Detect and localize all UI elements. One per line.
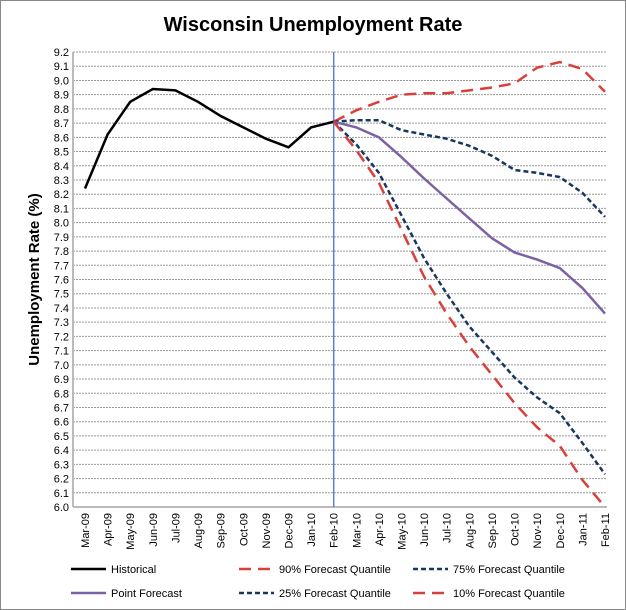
legend-label: 10% Forecast Quantile [453,588,565,600]
y-tick-label: 7.5 [54,289,69,301]
y-tick-label: 6.6 [54,417,69,429]
legend-label: 75% Forecast Quantile [453,564,565,576]
legend-label: Historical [111,564,156,576]
x-tick-label: Feb-11 [600,513,612,547]
y-tick-label: 6.3 [54,459,69,471]
x-tick-label: Jun-10 [419,513,431,547]
x-tick-label: Dec-09 [283,513,295,548]
x-tick-label: Sep-10 [487,513,499,548]
x-tick-label: May-10 [397,513,409,550]
x-tick-label: Mar-09 [80,513,92,548]
y-tick-label: 9.0 [54,75,69,87]
x-tick-label: Jul-09 [170,513,182,543]
y-tick-label: 9.1 [54,61,69,73]
legend-label: 90% Forecast Quantile [279,564,391,576]
series-line-10-forecast-quantile [332,120,606,508]
x-tick-label: Nov-10 [532,513,544,548]
y-tick-label: 8.8 [54,104,69,116]
chart-title: Wisconsin Unemployment Rate [164,14,463,36]
x-tick-label: Sep-09 [216,513,228,548]
y-tick-label: 7.4 [54,303,69,315]
x-tick-label: Aug-10 [464,513,476,548]
y-tick-label: 6.7 [54,402,69,414]
x-tick-label: Jan-10 [306,513,318,547]
x-tick-label: Apr-09 [103,513,115,546]
series-line-25-forecast-quantile [332,120,607,476]
y-tick-label: 7.8 [54,246,69,258]
x-tick-label: Nov-09 [261,513,273,548]
series-line-point-forecast [333,120,606,315]
y-tick-label: 9.2 [54,47,69,59]
y-tick-label: 7.6 [54,275,69,287]
y-tick-label: 6.5 [54,431,69,443]
y-tick-label: 6.1 [54,488,69,500]
y-tick-label: 7.7 [54,260,69,272]
x-tick-label: Aug-09 [193,513,205,548]
y-tick-label: 8.7 [54,118,69,130]
x-tick-label: Oct-10 [510,513,522,546]
y-tick-label: 7.3 [54,317,69,329]
y-tick-label: 8.4 [54,161,69,173]
series-line-75-forecast-quantile [333,118,606,218]
y-axis-label: Unemployment Rate (%) [26,193,43,366]
x-tick-label: Jul-10 [442,513,454,543]
y-tick-label: 6.0 [54,502,69,514]
y-tick-label: 7.9 [54,232,69,244]
y-tick-label: 7.2 [54,331,69,343]
y-tick-label: 6.9 [54,374,69,386]
x-tick-label: Oct-09 [238,513,250,546]
series-line-90-forecast-quantile [333,60,606,123]
y-tick-label: 8.0 [54,218,69,230]
legend-label: 25% Forecast Quantile [279,588,391,600]
y-tick-label: 6.2 [54,474,69,486]
y-tick-label: 7.1 [54,346,69,358]
x-tick-label: Jun-09 [148,513,160,547]
legend-label: Point Forecast [111,588,182,600]
y-tick-label: 8.9 [54,90,69,102]
y-tick-label: 8.5 [54,147,69,159]
x-tick-label: Apr-10 [374,513,386,546]
x-tick-label: Dec-10 [555,513,567,548]
x-tick-label: Mar-10 [351,513,363,548]
x-tick-label: Jan-11 [577,513,589,546]
y-tick-label: 8.3 [54,175,69,187]
series-line-historical [83,87,335,189]
x-tick-label: May-09 [125,513,137,550]
y-tick-label: 8.1 [54,203,69,215]
y-tick-label: 6.8 [54,388,69,400]
y-tick-label: 6.4 [54,445,69,457]
y-tick-label: 7.0 [54,360,69,372]
x-tick-label: Feb-10 [329,513,341,548]
y-tick-label: 8.2 [54,189,69,201]
y-tick-label: 8.6 [54,132,69,144]
